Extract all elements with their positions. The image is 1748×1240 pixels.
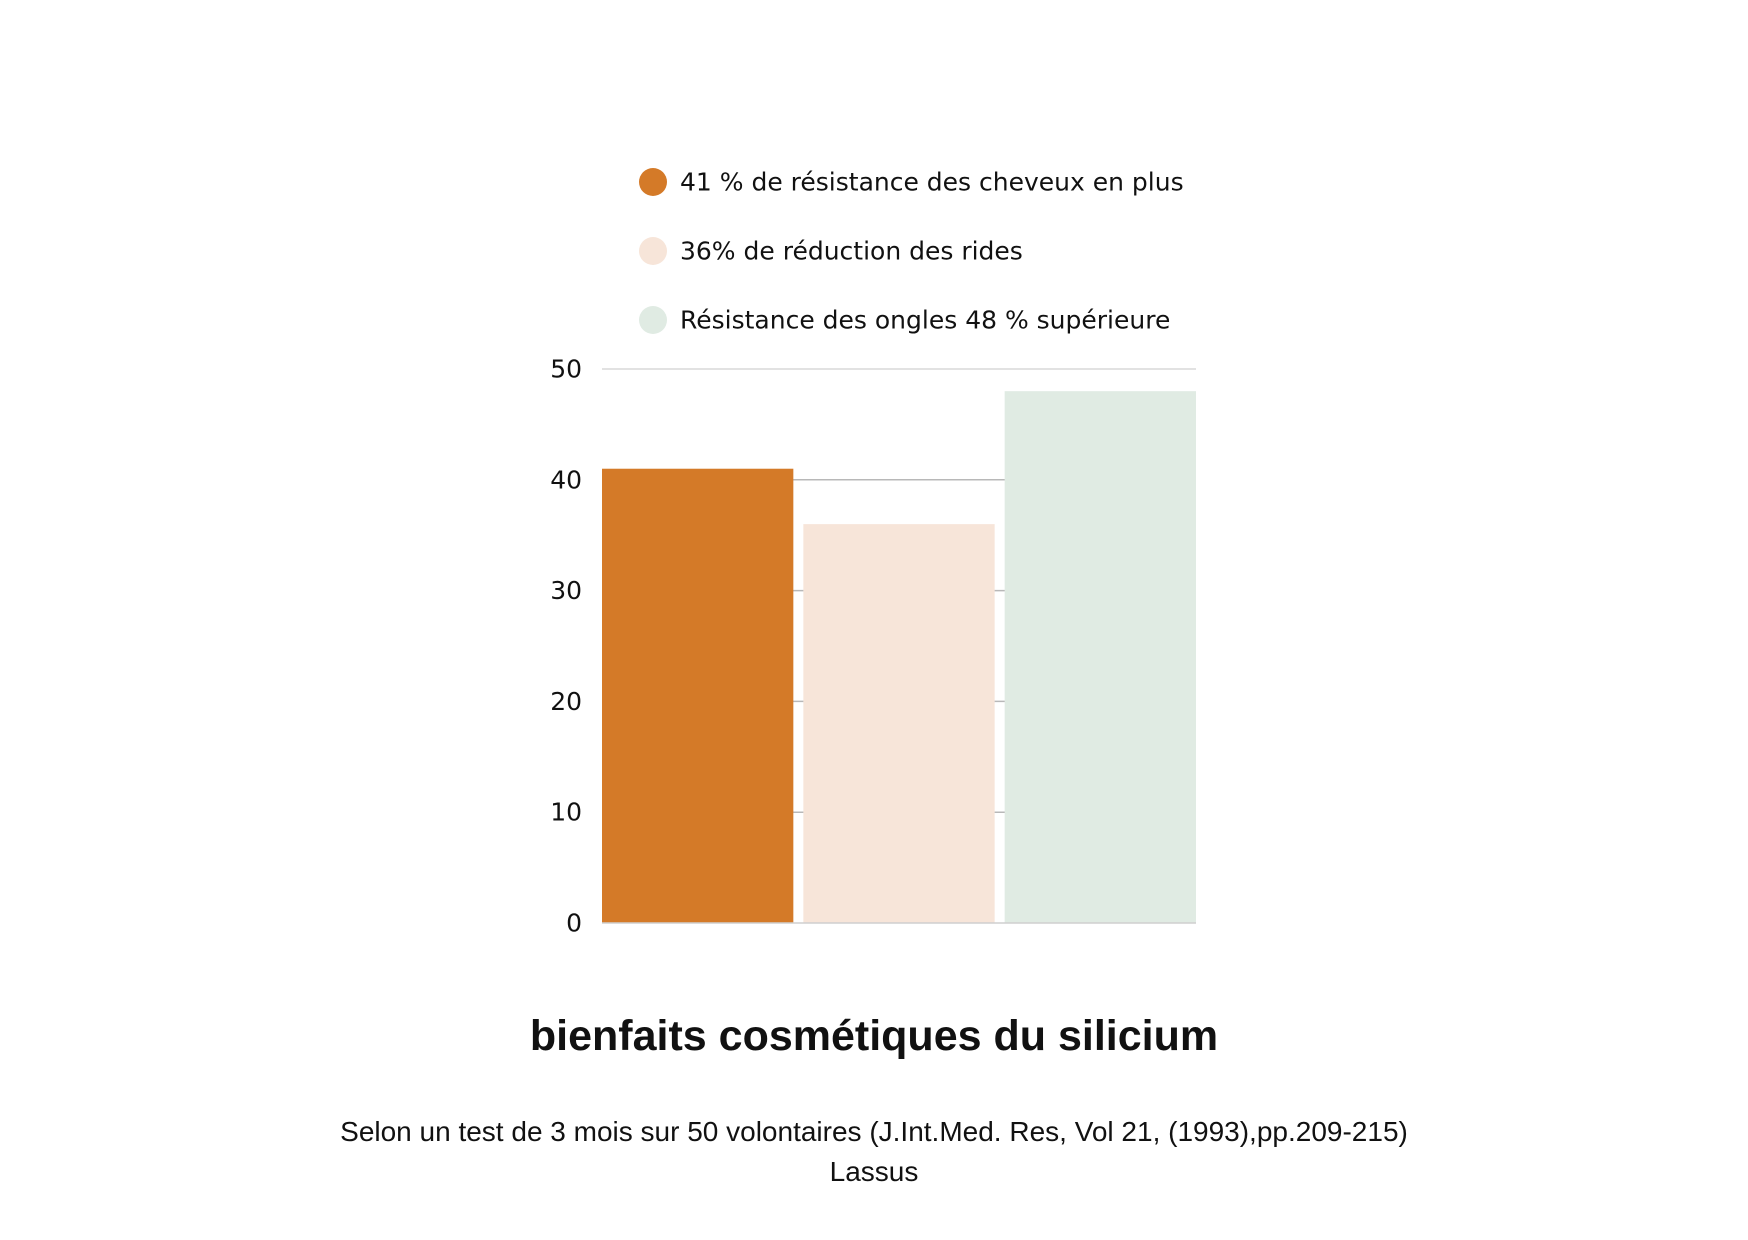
bar — [803, 524, 995, 923]
y-tick-label: 40 — [550, 465, 582, 494]
bar — [1004, 391, 1196, 923]
source-caption-line-1: Selon un test de 3 mois sur 50 volontair… — [340, 1116, 1408, 1147]
legend-marker — [639, 306, 667, 334]
legend: 41 % de résistance des cheveux en plus 36… — [639, 168, 1184, 335]
y-axis-ticks: 0 10 20 30 40 50 — [550, 355, 582, 938]
y-tick-label: 20 — [550, 687, 582, 716]
legend-label: 41 % de résistance des cheveux en plus — [680, 168, 1184, 197]
source-caption-line-2: Lassus — [829, 1156, 919, 1187]
y-tick-label: 30 — [550, 576, 582, 605]
chart-title: bienfaits cosmétiques du silicium — [529, 1012, 1219, 1060]
legend-label: Résistance des ongles 48 % supérieure — [680, 306, 1170, 335]
legend-marker — [639, 237, 667, 265]
y-tick-label: 10 — [550, 798, 582, 827]
y-tick-label: 50 — [550, 355, 582, 384]
legend-marker — [639, 168, 667, 196]
bars — [602, 391, 1196, 923]
y-tick-label: 0 — [566, 909, 582, 938]
bar — [602, 468, 794, 923]
source-caption: Selon un test de 3 mois sur 50 volontair… — [0, 1112, 1748, 1192]
legend-label: 36% de réduction des rides — [680, 237, 1023, 266]
